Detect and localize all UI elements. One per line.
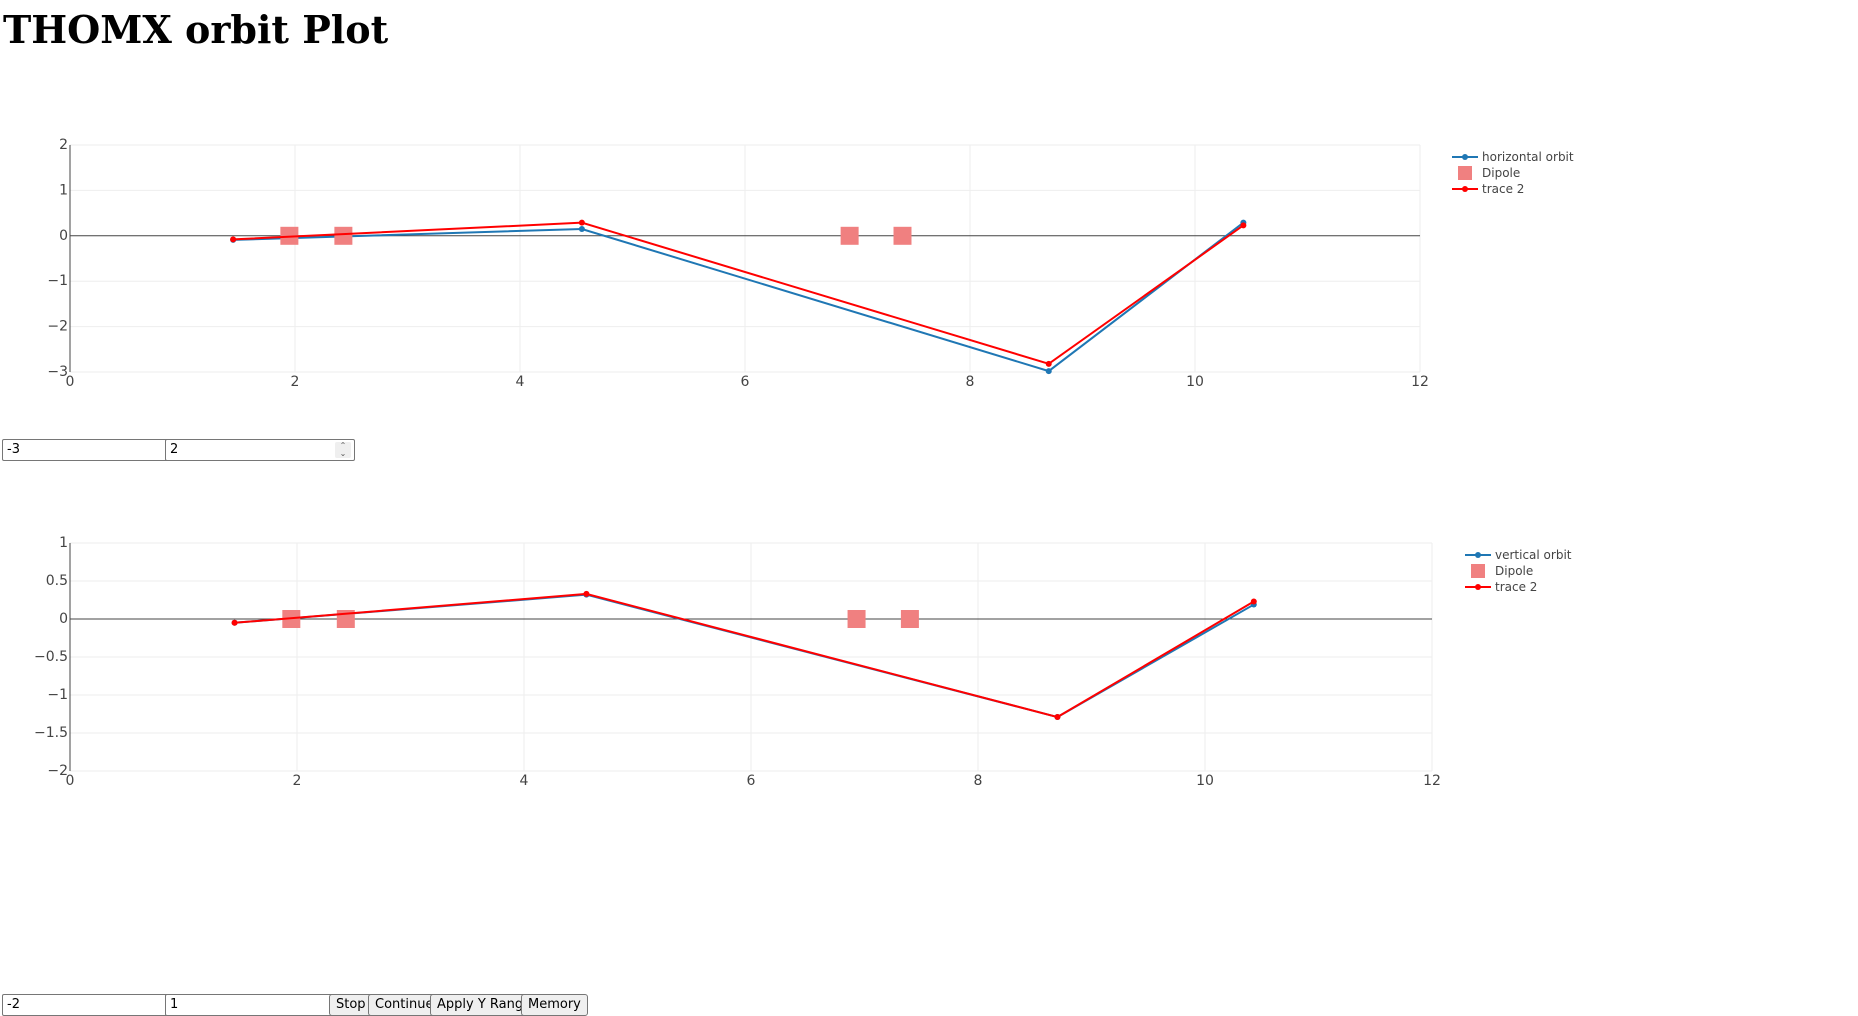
y-tick-label: 1 <box>59 535 68 551</box>
y-tick-label: −1 <box>47 273 68 289</box>
dipole-marker <box>334 226 353 245</box>
legend-label: trace 2 <box>1495 580 1537 594</box>
memory-button[interactable]: Memory <box>521 994 588 1016</box>
legend-swatch <box>1458 166 1472 180</box>
y-tick-label: 2 <box>59 137 68 153</box>
horizontal-orbit-chart: 0 2 4 6 8 10 12 2 1 0 −1 −2 −3 horizontal orbit Dipole… <box>0 130 1858 400</box>
legend-label: trace 2 <box>1482 182 1524 196</box>
horizontal-ymin-input[interactable]: -3 ⌃⌄ <box>2 439 192 461</box>
legend-label: Dipole <box>1495 564 1533 578</box>
series-point <box>231 619 238 626</box>
vertical-ymax-input[interactable]: 1 ⌃⌄ <box>165 994 355 1016</box>
series-line <box>233 221 1244 373</box>
legend-label: horizontal orbit <box>1482 150 1574 164</box>
y-tick-label: −0.5 <box>34 649 68 665</box>
legend-swatch <box>1471 564 1485 578</box>
series-line <box>234 592 1255 719</box>
vertical-ymin-input[interactable]: -2 ⌃⌄ <box>2 994 192 1016</box>
x-tick-label: 2 <box>291 374 300 390</box>
x-tick-label: 6 <box>741 374 750 390</box>
legend-label: Dipole <box>1482 166 1520 180</box>
x-tick-label: 2 <box>293 773 302 789</box>
series-point <box>1250 598 1257 605</box>
y-tick-label: −3 <box>47 364 68 380</box>
vertical-ymin-value: -2 <box>7 997 20 1012</box>
page-title: THOMX orbit Plot <box>3 7 389 52</box>
x-tick-label: 4 <box>520 773 529 789</box>
legend-swatch-point <box>1462 186 1468 192</box>
horizontal-ymin-value: -3 <box>7 442 20 457</box>
horizontal-ymax-input[interactable]: 2 ⌃ ⌄ <box>165 439 355 461</box>
x-tick-label: 0 <box>66 773 75 789</box>
chart-svg: 0 2 4 6 8 10 12 1 0.5 0 −0.5 −1 −1.5 −2 vertical orbit… <box>34 535 1572 789</box>
x-tick-label: 10 <box>1196 773 1214 789</box>
spinner-icon[interactable]: ⌃⌄ <box>335 442 351 458</box>
series-point <box>578 225 585 232</box>
vertical-ymax-value: 1 <box>170 997 179 1012</box>
dipole-marker <box>900 610 919 628</box>
series-point <box>1054 714 1061 721</box>
series-line <box>234 593 1255 719</box>
dipole-marker <box>840 226 859 245</box>
x-tick-label: 8 <box>966 374 975 390</box>
x-tick-label: 4 <box>516 374 525 390</box>
y-tick-label: −1.5 <box>34 725 68 741</box>
series-point <box>230 236 237 243</box>
legend-swatch-point <box>1475 584 1481 590</box>
x-tick-label: 10 <box>1186 374 1204 390</box>
y-tick-label: −1 <box>47 687 68 703</box>
series-point <box>583 590 590 597</box>
y-tick-label: −2 <box>47 319 68 335</box>
stop-button[interactable]: Stop <box>329 994 373 1016</box>
series-point <box>1045 360 1052 367</box>
legend-swatch-point <box>1462 154 1468 160</box>
horizontal-ymax-value: 2 <box>170 442 179 457</box>
y-tick-label: 0 <box>59 228 68 244</box>
vertical-orbit-chart: 0 2 4 6 8 10 12 1 0.5 0 −0.5 −1 −1.5 −2 vertical orbit… <box>0 528 1858 798</box>
series-point <box>578 219 585 226</box>
dipole-marker <box>847 610 866 628</box>
x-tick-label: 12 <box>1411 374 1429 390</box>
y-tick-label: 0 <box>59 611 68 627</box>
x-tick-label: 8 <box>974 773 983 789</box>
series-point <box>1240 222 1247 229</box>
y-tick-label: 0.5 <box>46 573 68 589</box>
series-line <box>233 221 1244 365</box>
dipole-marker <box>893 226 912 245</box>
x-tick-label: 12 <box>1423 773 1441 789</box>
y-tick-label: 1 <box>59 182 68 198</box>
series-point <box>1045 368 1052 375</box>
x-tick-label: 6 <box>747 773 756 789</box>
legend-label: vertical orbit <box>1495 548 1572 562</box>
y-tick-label: −2 <box>47 763 68 779</box>
x-tick-label: 0 <box>66 374 75 390</box>
legend-swatch-point <box>1475 552 1481 558</box>
